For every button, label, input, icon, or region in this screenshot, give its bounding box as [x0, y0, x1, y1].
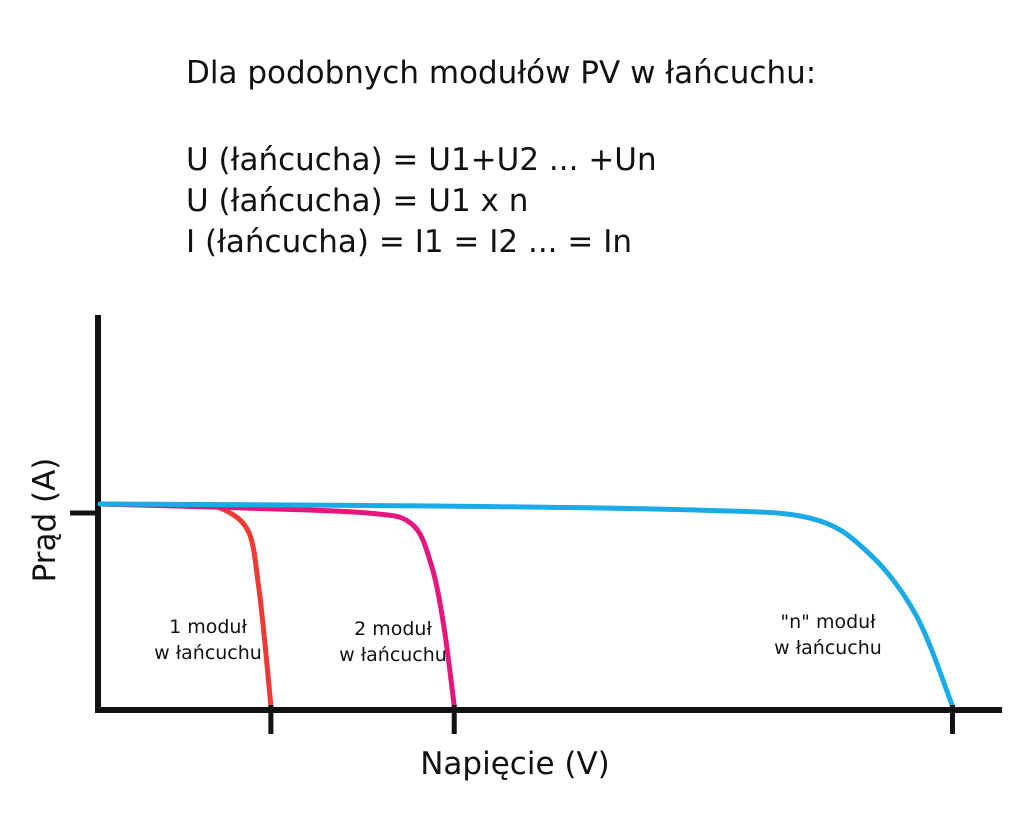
series-label-line: w łańcuchu: [339, 644, 447, 666]
formula-current-equal: I (łańcucha) = I1 = I2 ... = In: [186, 224, 633, 260]
series-label-line: 1 moduł: [169, 616, 247, 638]
series-label-n-modules: "n" moduł w łańcuchu: [718, 609, 938, 661]
y-axis-title: Prąd (A): [27, 457, 63, 583]
x-axis-title: Napięcie (V): [420, 746, 610, 782]
curve-1-module: [97, 501, 274, 709]
curve-n-modules: [97, 501, 955, 709]
series-label-line: w łańcuchu: [154, 642, 262, 664]
formula-voltage-product: U (łańcucha) = U1 x n: [186, 183, 529, 219]
series-label-2-modules: 2 moduł w łańcuchu: [283, 616, 503, 668]
series-label-line: w łańcuchu: [774, 637, 882, 659]
series-label-line: 2 moduł: [354, 618, 432, 640]
curve-2-modules: [97, 501, 457, 709]
header-intro: Dla podobnych modułów PV w łańcuchu:: [186, 55, 817, 91]
formula-voltage-sum: U (łańcucha) = U1+U2 ... +Un: [186, 142, 657, 178]
series-label-line: "n" moduł: [780, 611, 876, 633]
series-label-1-module: 1 moduł w łańcuchu: [98, 614, 318, 666]
